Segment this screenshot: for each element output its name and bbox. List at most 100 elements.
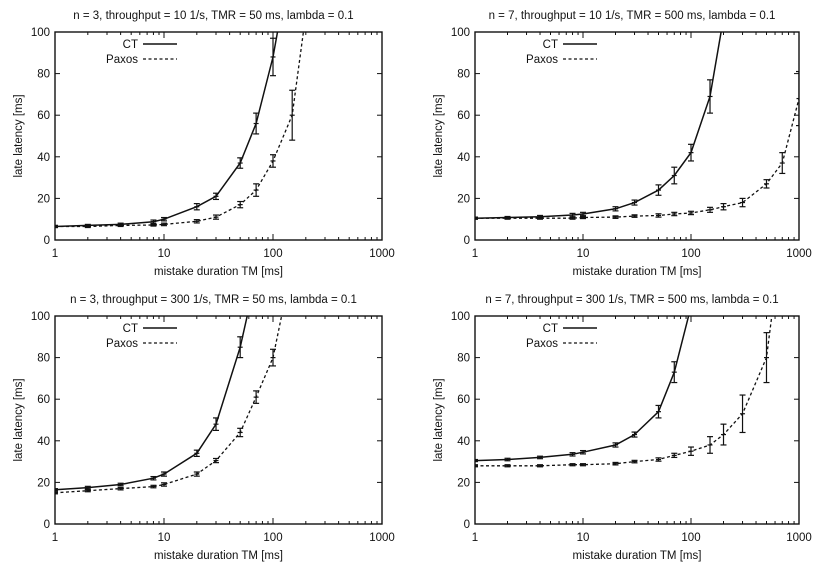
- data-point-paxos: [161, 222, 167, 227]
- legend: CT Paxos: [106, 39, 177, 66]
- data-point-ct: [237, 157, 244, 169]
- data-point-paxos: [253, 183, 260, 197]
- y-axis-label: late latency [ms]: [13, 378, 25, 461]
- data-point-paxos: [763, 332, 770, 384]
- x-tick-label: 100: [263, 532, 282, 544]
- data-point-paxos: [475, 216, 478, 220]
- y-tick-label: 20: [457, 477, 470, 489]
- chart-panel-2: n = 7, throughput = 10 1/s, TMR = 500 ms…: [433, 10, 812, 278]
- plot-data: [475, 32, 799, 220]
- x-tick-label: 1: [472, 248, 478, 260]
- data-point-paxos: [631, 214, 638, 218]
- data-point-ct: [475, 458, 478, 463]
- plot-frame: [474, 31, 800, 241]
- x-tick-label: 100: [681, 248, 700, 260]
- data-point-ct: [150, 219, 157, 224]
- data-point-paxos: [150, 223, 157, 227]
- data-point-ct: [655, 184, 662, 196]
- x-axis-label: mistake duration TM [ms]: [154, 266, 283, 278]
- y-tick-label: 0: [464, 519, 470, 531]
- plot-frame: [54, 315, 383, 525]
- data-point-ct: [55, 488, 58, 492]
- x-tick-label: 10: [577, 248, 590, 260]
- data-point-ct: [612, 442, 619, 448]
- x-tick-label: 1000: [786, 248, 812, 260]
- data-point-paxos: [655, 213, 662, 218]
- data-point-paxos: [707, 436, 714, 454]
- legend: CT Paxos: [526, 323, 597, 350]
- data-point-paxos: [193, 471, 200, 477]
- y-tick-label: 40: [37, 436, 50, 448]
- legend-label-ct: CT: [543, 323, 558, 335]
- y-tick-label: 80: [37, 353, 50, 365]
- data-point-paxos: [569, 216, 576, 220]
- data-point-ct: [117, 482, 124, 487]
- x-tick-label: 10: [158, 248, 171, 260]
- data-point-paxos: [739, 197, 746, 208]
- data-point-paxos: [253, 390, 260, 404]
- data-point-paxos: [504, 216, 511, 220]
- x-axis-label: mistake duration TM [ms]: [573, 266, 702, 278]
- y-tick-label: 60: [37, 110, 50, 122]
- data-point-paxos: [707, 206, 714, 213]
- chart-title: n = 7, throughput = 300 1/s, TMR = 500 m…: [485, 294, 778, 306]
- legend-label-paxos: Paxos: [106, 338, 138, 350]
- data-point-ct: [237, 336, 244, 359]
- data-point-paxos: [117, 486, 124, 491]
- data-point-paxos: [537, 464, 544, 468]
- data-point-paxos: [537, 216, 544, 220]
- data-point-paxos: [569, 463, 576, 467]
- chart-panel-3: n = 3, throughput = 300 1/s, TMR = 50 ms…: [13, 294, 395, 562]
- chart-title: n = 7, throughput = 10 1/s, TMR = 500 ms…: [489, 10, 776, 22]
- legend-label-paxos: Paxos: [526, 338, 558, 350]
- x-tick-label: 1000: [369, 532, 395, 544]
- y-tick-label: 100: [451, 27, 470, 39]
- x-tick-label: 100: [681, 532, 700, 544]
- x-axis-label: mistake duration TM [ms]: [154, 550, 283, 562]
- plot-frame: [54, 31, 383, 241]
- series-line-ct: [55, 316, 248, 491]
- y-tick-label: 40: [37, 152, 50, 164]
- data-point-ct: [270, 37, 276, 77]
- data-point-paxos: [84, 224, 91, 229]
- data-point-ct: [580, 449, 586, 455]
- legend-label-paxos: Paxos: [526, 54, 558, 66]
- y-tick-label: 60: [457, 110, 470, 122]
- legend: CT Paxos: [526, 39, 597, 66]
- y-tick-label: 40: [457, 152, 470, 164]
- data-point-ct: [707, 79, 714, 114]
- data-point-ct: [655, 404, 662, 419]
- x-axis-label: mistake duration TM [ms]: [573, 550, 702, 562]
- series-line-paxos: [55, 316, 283, 494]
- data-point-paxos: [739, 394, 746, 434]
- data-point-paxos: [55, 491, 58, 495]
- data-point-ct: [504, 457, 511, 462]
- data-point-paxos: [720, 203, 727, 211]
- plot-data: [55, 32, 305, 229]
- data-point-ct: [150, 475, 157, 481]
- data-point-paxos: [671, 452, 678, 459]
- plot-data: [55, 316, 283, 495]
- plot-frame: [474, 315, 800, 525]
- data-point-paxos: [213, 214, 220, 220]
- data-point-paxos: [237, 427, 244, 438]
- chart-panel-1: n = 3, throughput = 10 1/s, TMR = 50 ms,…: [13, 10, 395, 278]
- data-point-ct: [580, 211, 586, 217]
- legend: CT Paxos: [106, 323, 177, 350]
- data-point-paxos: [796, 70, 799, 127]
- data-point-paxos: [193, 219, 200, 224]
- data-point-ct: [161, 216, 167, 222]
- data-point-paxos: [270, 154, 276, 168]
- y-tick-label: 100: [31, 27, 50, 39]
- data-point-paxos: [213, 457, 220, 464]
- y-tick-label: 80: [457, 353, 470, 365]
- data-point-ct: [612, 206, 619, 212]
- data-point-ct: [193, 203, 200, 211]
- y-tick-label: 60: [37, 394, 50, 406]
- x-tick-label: 10: [577, 532, 590, 544]
- data-point-ct: [569, 452, 576, 457]
- series-line-paxos: [475, 316, 773, 467]
- legend-label-paxos: Paxos: [106, 54, 138, 66]
- data-point-ct: [213, 417, 220, 431]
